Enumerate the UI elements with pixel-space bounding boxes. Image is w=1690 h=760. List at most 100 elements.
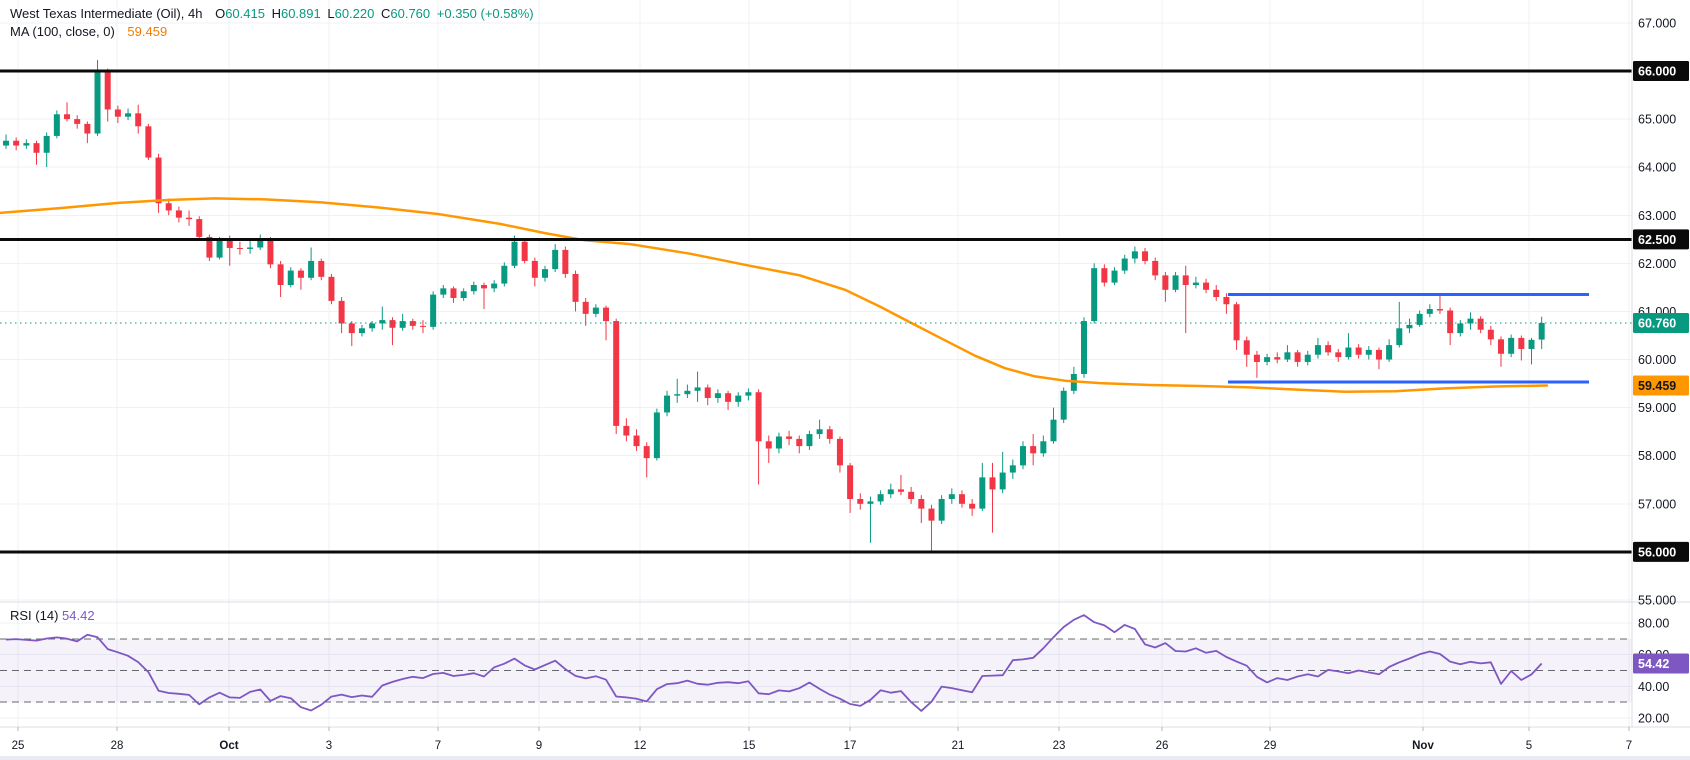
candle-body xyxy=(928,508,935,521)
time-axis-label: 7 xyxy=(435,740,441,752)
price-axis[interactable]: 67.00065.00064.00063.00062.00061.00060.0… xyxy=(1633,16,1689,607)
candle xyxy=(277,260,284,298)
candle xyxy=(94,59,101,136)
candle xyxy=(928,504,935,553)
candle xyxy=(989,462,996,533)
candle xyxy=(755,389,762,485)
candle-body xyxy=(847,465,854,500)
candle-body xyxy=(1518,337,1525,349)
candle-body xyxy=(572,273,579,302)
candle-body xyxy=(104,71,111,110)
candle-body xyxy=(1081,321,1088,374)
time-axis[interactable]: 25 28 Oct 3 7 9 12 15 17 21 23 26 29 Nov 5 7 xyxy=(12,727,1633,752)
candle-body xyxy=(826,429,833,439)
candle xyxy=(1060,387,1067,424)
candle-body xyxy=(1253,354,1260,362)
candle xyxy=(999,451,1006,494)
candle xyxy=(501,262,508,287)
candle xyxy=(684,384,691,399)
ma-label[interactable]: MA (100, close, 0) xyxy=(10,24,115,39)
candle-body xyxy=(379,320,386,324)
price-badge-66.000: 66.000 xyxy=(1633,61,1689,81)
candle-body xyxy=(267,239,274,265)
rsi-label[interactable]: RSI (14) xyxy=(10,608,59,623)
candle xyxy=(297,268,304,290)
candle-body xyxy=(216,239,223,258)
candle-body xyxy=(1538,322,1545,340)
candle-body xyxy=(1345,347,1352,358)
candle-body xyxy=(1528,339,1535,349)
pane-borders xyxy=(0,0,1690,728)
candle xyxy=(735,392,742,407)
candle xyxy=(175,206,182,223)
candle-body xyxy=(836,438,843,466)
candle-body xyxy=(94,71,101,134)
candle-body xyxy=(470,285,477,292)
candle xyxy=(440,285,447,298)
candle xyxy=(1355,344,1362,359)
ma-value: 59.459 xyxy=(127,24,168,39)
candle-body xyxy=(1457,323,1464,334)
candle xyxy=(74,115,81,129)
time-axis-label: 12 xyxy=(634,740,647,752)
candle xyxy=(328,273,335,305)
candle-body xyxy=(348,323,355,334)
candle xyxy=(582,297,589,326)
candle-body xyxy=(1121,258,1128,271)
candle-body xyxy=(714,393,721,399)
price-badge-bg xyxy=(1633,375,1689,396)
candle xyxy=(745,388,752,401)
candle xyxy=(816,419,823,439)
candle xyxy=(958,490,965,508)
candle xyxy=(887,483,894,499)
candle xyxy=(287,267,294,288)
candle-body xyxy=(1314,345,1321,355)
candle xyxy=(480,282,487,310)
candle xyxy=(918,495,925,524)
candle-body xyxy=(958,494,965,504)
candle-body xyxy=(145,126,152,158)
candles[interactable] xyxy=(3,59,1545,553)
candle-body xyxy=(399,321,406,328)
candle-body xyxy=(1487,329,1494,340)
change-value: +0.350 (+0.58%) xyxy=(436,6,534,21)
candle-body xyxy=(1386,345,1393,360)
price-badge-text: 56.000 xyxy=(1638,545,1676,559)
candle-body xyxy=(552,249,559,270)
candle-body xyxy=(125,113,132,117)
candle-body xyxy=(521,241,528,261)
candle xyxy=(114,105,121,123)
candle xyxy=(1040,435,1047,457)
price-axis-label: 57.000 xyxy=(1638,497,1676,511)
candle xyxy=(552,244,559,273)
candle-body xyxy=(999,472,1006,490)
candle xyxy=(1050,407,1057,444)
candle-body xyxy=(1355,347,1362,355)
symbol-legend: West Texas Intermediate (Oil), 4h O60.41… xyxy=(10,5,534,41)
price-axis-label: 63.000 xyxy=(1638,209,1676,223)
candle-body xyxy=(897,489,904,492)
candle xyxy=(562,246,569,278)
candle xyxy=(338,297,345,334)
candle xyxy=(521,239,528,264)
candle xyxy=(369,321,376,332)
candle-body xyxy=(603,307,610,322)
time-axis-label: 7 xyxy=(1626,740,1632,752)
candle xyxy=(775,432,782,454)
candle xyxy=(186,210,193,226)
ma-legend-row: MA (100, close, 0) 59.459 xyxy=(10,23,534,41)
candle xyxy=(542,265,549,282)
candle xyxy=(592,304,599,318)
candle-body xyxy=(1203,282,1210,290)
candle-body xyxy=(1447,310,1454,334)
candle xyxy=(531,257,538,287)
candle-body xyxy=(1406,324,1413,329)
symbol-title[interactable]: West Texas Intermediate (Oil), 4h xyxy=(10,6,203,21)
timeline-scrollbar[interactable] xyxy=(0,756,1690,760)
candle-body xyxy=(491,283,498,289)
candle-body xyxy=(1264,357,1271,362)
price-badge-text: 59.459 xyxy=(1638,379,1676,393)
candle xyxy=(1152,257,1159,281)
